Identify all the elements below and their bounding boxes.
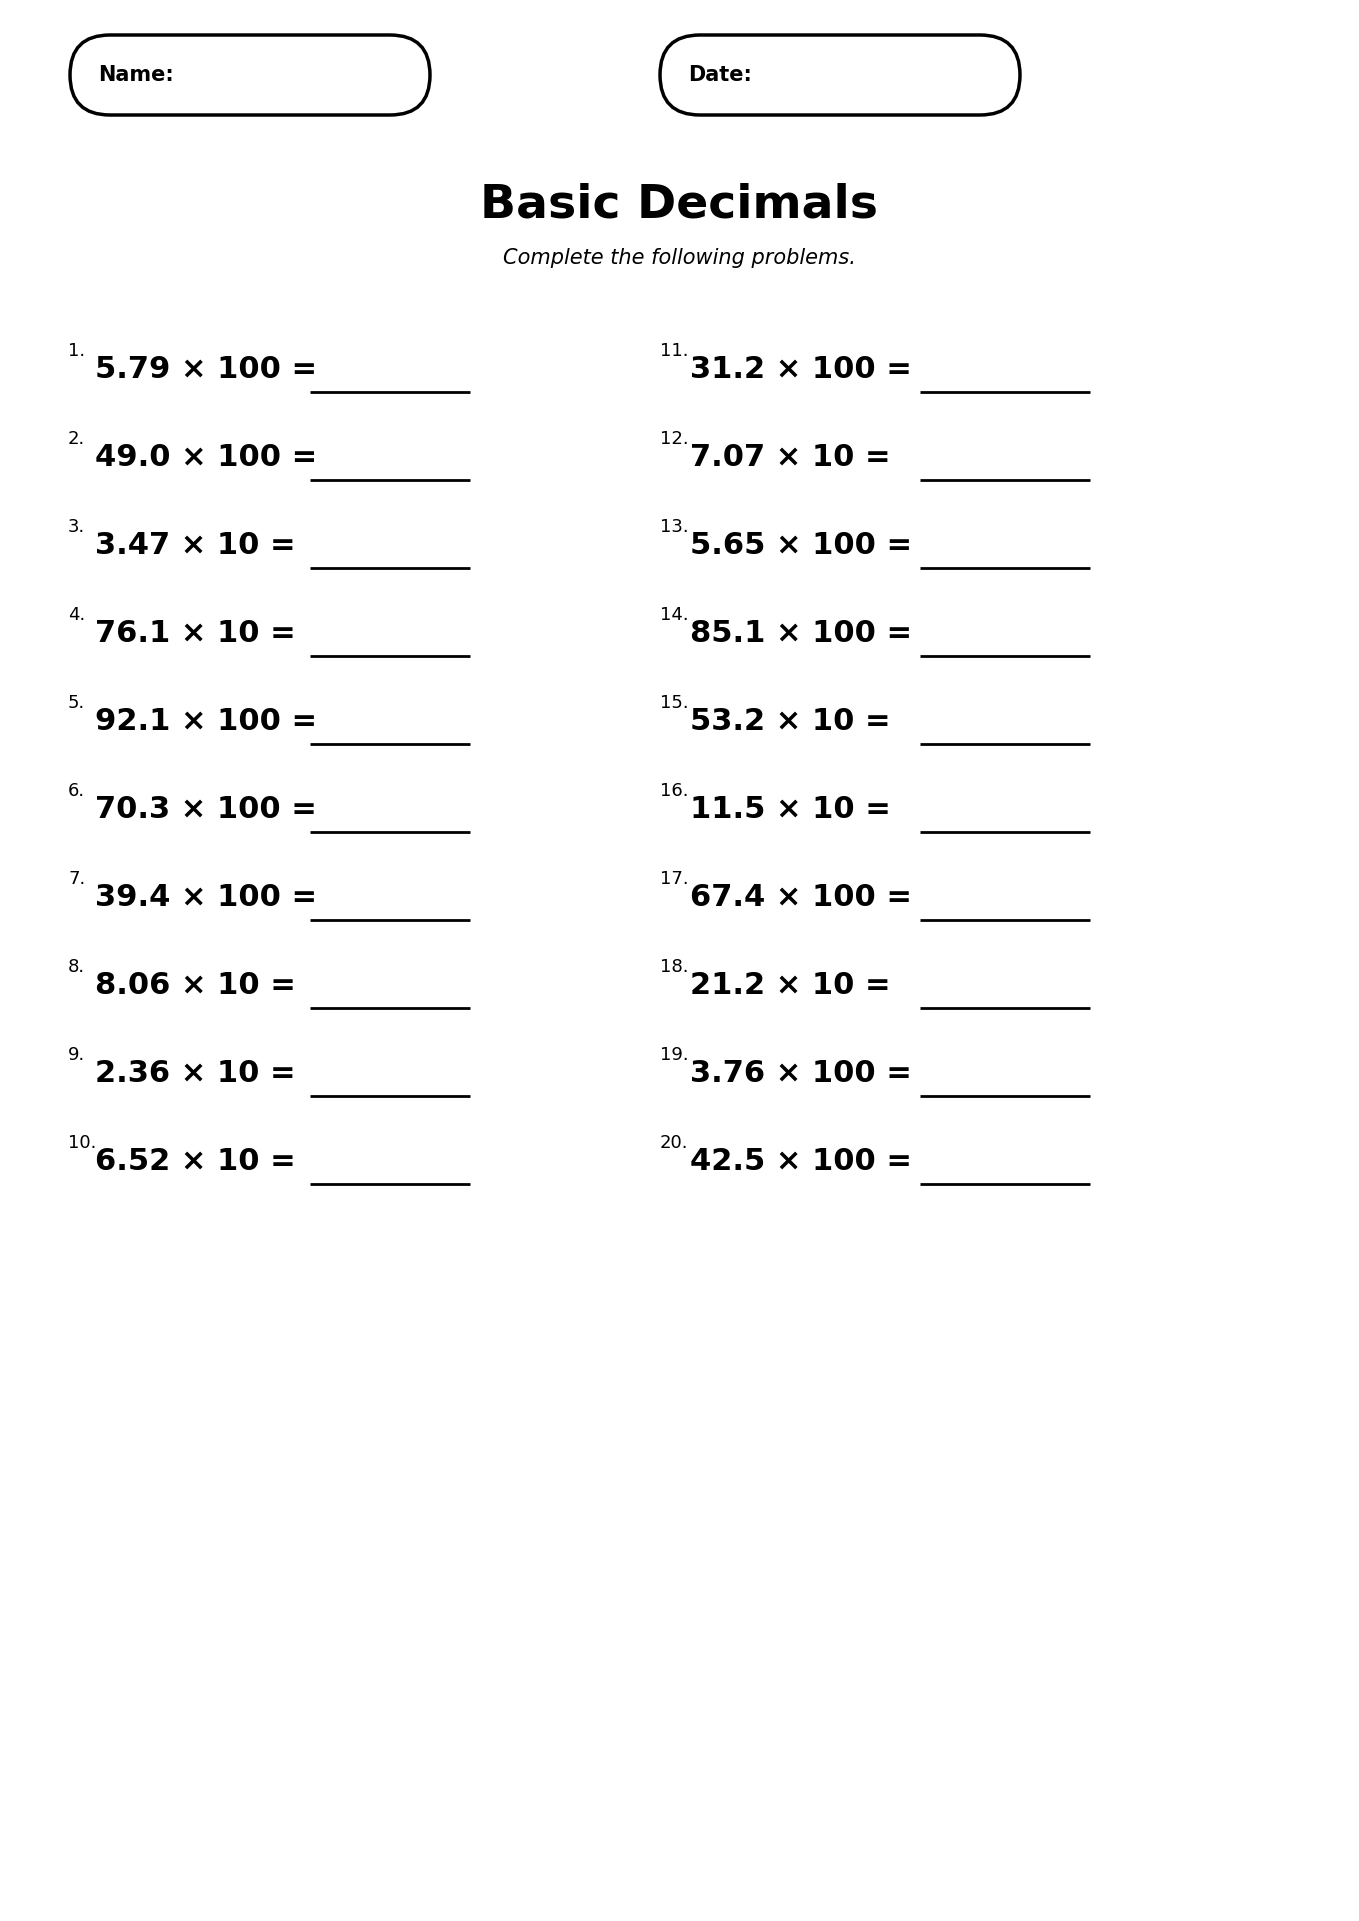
Text: 13.: 13. <box>660 519 689 536</box>
Text: 39.4 × 100 =: 39.4 × 100 = <box>95 884 317 912</box>
Text: 8.06 × 10 =: 8.06 × 10 = <box>95 972 296 1001</box>
Text: 2.36 × 10 =: 2.36 × 10 = <box>95 1060 296 1089</box>
Text: 2.: 2. <box>68 430 86 448</box>
Text: 7.: 7. <box>68 870 86 888</box>
Text: 85.1 × 100 =: 85.1 × 100 = <box>690 619 912 649</box>
Text: 53.2 × 10 =: 53.2 × 10 = <box>690 707 890 736</box>
Text: 5.79 × 100 =: 5.79 × 100 = <box>95 355 317 384</box>
Text: 18.: 18. <box>660 959 689 976</box>
FancyBboxPatch shape <box>71 35 429 115</box>
Text: 92.1 × 100 =: 92.1 × 100 = <box>95 707 317 736</box>
Text: Basic Decimals: Basic Decimals <box>480 182 878 227</box>
Text: Complete the following problems.: Complete the following problems. <box>503 248 855 269</box>
FancyBboxPatch shape <box>660 35 1021 115</box>
Text: 1.: 1. <box>68 342 86 359</box>
Text: 11.5 × 10 =: 11.5 × 10 = <box>690 795 892 824</box>
Text: 3.47 × 10 =: 3.47 × 10 = <box>95 532 296 561</box>
Text: 4.: 4. <box>68 605 86 624</box>
Text: 11.: 11. <box>660 342 689 359</box>
Text: 21.2 × 10 =: 21.2 × 10 = <box>690 972 890 1001</box>
Text: 67.4 × 100 =: 67.4 × 100 = <box>690 884 912 912</box>
Text: 9.: 9. <box>68 1047 86 1064</box>
Text: 12.: 12. <box>660 430 689 448</box>
Text: 3.: 3. <box>68 519 86 536</box>
Text: 6.: 6. <box>68 782 86 799</box>
Text: 14.: 14. <box>660 605 689 624</box>
Text: 42.5 × 100 =: 42.5 × 100 = <box>690 1147 912 1176</box>
Text: 15.: 15. <box>660 693 689 713</box>
Text: 10.: 10. <box>68 1133 96 1153</box>
Text: 5.: 5. <box>68 693 86 713</box>
Text: 76.1 × 10 =: 76.1 × 10 = <box>95 619 296 649</box>
Text: Name:: Name: <box>98 65 174 85</box>
Text: 8.: 8. <box>68 959 86 976</box>
Text: 3.76 × 100 =: 3.76 × 100 = <box>690 1060 912 1089</box>
Text: 5.65 × 100 =: 5.65 × 100 = <box>690 532 912 561</box>
Text: 6.52 × 10 =: 6.52 × 10 = <box>95 1147 296 1176</box>
Text: 7.07 × 10 =: 7.07 × 10 = <box>690 444 890 473</box>
Text: 16.: 16. <box>660 782 689 799</box>
Text: 20.: 20. <box>660 1133 689 1153</box>
Text: 31.2 × 100 =: 31.2 × 100 = <box>690 355 912 384</box>
Text: 49.0 × 100 =: 49.0 × 100 = <box>95 444 317 473</box>
Text: 17.: 17. <box>660 870 689 888</box>
Text: 19.: 19. <box>660 1047 689 1064</box>
Text: 70.3 × 100 =: 70.3 × 100 = <box>95 795 317 824</box>
Text: Date:: Date: <box>688 65 752 85</box>
